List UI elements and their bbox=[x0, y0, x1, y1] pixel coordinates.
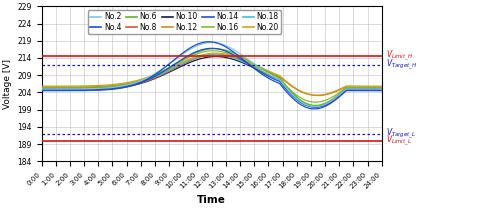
Text: $V_{Target\_H}$: $V_{Target\_H}$ bbox=[386, 58, 417, 72]
Text: $V_{Limit\_H}$: $V_{Limit\_H}$ bbox=[386, 49, 413, 63]
Legend: No.2, No.4, No.6, No.8, No.10, No.12, No.14, No.16, No.18, No.20: No.2, No.4, No.6, No.8, No.10, No.12, No… bbox=[88, 10, 281, 34]
Text: $V_{Limit\_L}$: $V_{Limit\_L}$ bbox=[386, 133, 411, 148]
Text: $V_{Target\_L}$: $V_{Target\_L}$ bbox=[386, 126, 416, 141]
Y-axis label: Voltage [V]: Voltage [V] bbox=[3, 59, 12, 109]
X-axis label: Time: Time bbox=[197, 195, 226, 205]
